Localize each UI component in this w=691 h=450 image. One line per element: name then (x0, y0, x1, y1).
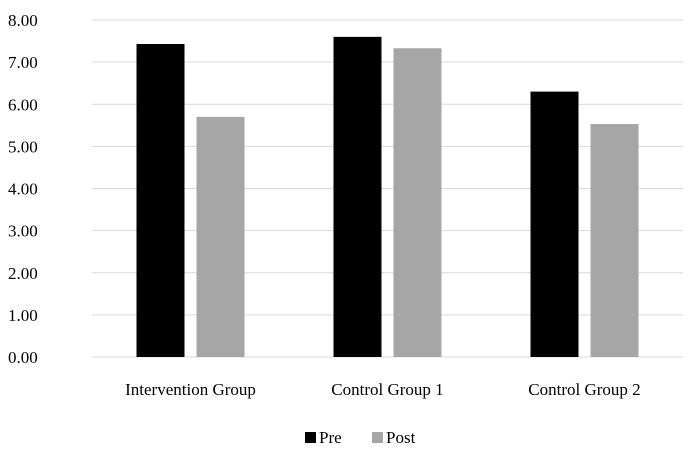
y-tick-label: 7.00 (8, 53, 38, 72)
bar-post (590, 124, 639, 357)
legend-swatch-pre (305, 432, 316, 443)
gridlines (92, 19, 683, 358)
y-tick-label: 2.00 (8, 264, 38, 283)
x-category-label: Intervention Group (125, 380, 256, 399)
y-tick-label: 0.00 (8, 348, 38, 367)
bar-pre (530, 91, 579, 358)
y-tick-label: 5.00 (8, 137, 38, 156)
bar-pre (333, 36, 382, 357)
y-tick-label: 1.00 (8, 306, 38, 325)
bar-post (393, 48, 442, 357)
bar-post (196, 116, 245, 357)
bars (136, 36, 639, 358)
legend-label-post: Post (386, 428, 416, 447)
x-category-label: Control Group 2 (528, 380, 640, 399)
y-axis-ticks: 0.00 1.00 2.00 3.00 4.00 5.00 6.00 7.00 8.00 (8, 11, 38, 367)
y-tick-label: 8.00 (8, 11, 38, 30)
x-axis-categories: Intervention Group Control Group 1 Control… (125, 380, 641, 399)
legend-label-pre: Pre (319, 428, 342, 447)
y-tick-label: 4.00 (8, 180, 38, 199)
legend-swatch-post (372, 432, 383, 443)
bar-pre (136, 44, 185, 357)
y-tick-label: 6.00 (8, 95, 38, 114)
y-tick-label: 3.00 (8, 222, 38, 241)
legend: Pre Post (305, 428, 416, 447)
x-category-label: Control Group 1 (331, 380, 443, 399)
